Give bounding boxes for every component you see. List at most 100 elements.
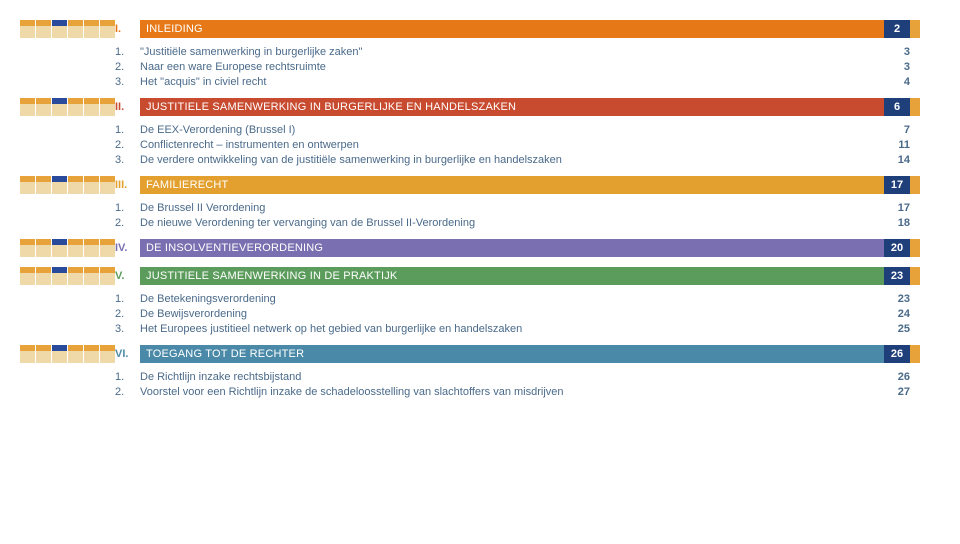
decorative-icon <box>68 345 83 363</box>
section-icon-strip <box>20 267 115 285</box>
toc-item: 2.De Bewijsverordening24 <box>20 308 920 320</box>
item-page: 26 <box>870 371 920 383</box>
decorative-icon <box>20 176 35 194</box>
item-text: Het "acquis" in civiel recht <box>140 76 870 88</box>
table-of-contents: I.INLEIDING2 1."Justitiële samenwerking i… <box>20 20 920 398</box>
decorative-icon <box>20 345 35 363</box>
item-page: 11 <box>870 139 920 151</box>
section-header: IV.DE INSOLVENTIEVERORDENING20 <box>20 239 920 257</box>
item-page: 4 <box>870 76 920 88</box>
item-page: 7 <box>870 124 920 136</box>
section-icon-strip <box>20 98 115 116</box>
section-page: 20 <box>884 239 910 257</box>
section-title-bar: INLEIDING2 <box>140 20 920 38</box>
decorative-icon <box>52 176 67 194</box>
section-roman: IV. <box>115 242 140 254</box>
section-header: I.INLEIDING2 <box>20 20 920 38</box>
section-page: 6 <box>884 98 910 116</box>
section-title-bar: TOEGANG TOT DE RECHTER26 <box>140 345 920 363</box>
item-text: De verdere ontwikkeling van de justitiël… <box>140 154 870 166</box>
decorative-icon <box>84 267 99 285</box>
item-page: 3 <box>870 46 920 58</box>
section-roman: V. <box>115 270 140 282</box>
decorative-icon <box>100 20 115 38</box>
section-page: 26 <box>884 345 910 363</box>
section-roman: I. <box>115 23 140 35</box>
section-header: V.JUSTITIELE SAMENWERKING IN DE PRAKTIJK… <box>20 267 920 285</box>
section-title: JUSTITIELE SAMENWERKING IN BURGERLIJKE E… <box>140 98 884 116</box>
section-items: 1.De Brussel II Verordening172.De nieuwe… <box>20 202 920 229</box>
item-number: 2. <box>115 386 140 398</box>
toc-item: 1.De Betekeningsverordening23 <box>20 293 920 305</box>
section-title: JUSTITIELE SAMENWERKING IN DE PRAKTIJK <box>140 267 884 285</box>
decorative-icon <box>100 345 115 363</box>
decorative-icon <box>36 98 51 116</box>
item-text: Conflictenrecht – instrumenten en ontwer… <box>140 139 870 151</box>
item-number: 1. <box>115 293 140 305</box>
toc-item: 3.De verdere ontwikkeling van de justiti… <box>20 154 920 166</box>
toc-item: 3.Het "acquis" in civiel recht4 <box>20 76 920 88</box>
decorative-icon <box>68 239 83 257</box>
decorative-icon <box>20 98 35 116</box>
decorative-icon <box>52 98 67 116</box>
decorative-icon <box>68 98 83 116</box>
decorative-icon <box>68 267 83 285</box>
item-number: 2. <box>115 61 140 73</box>
section-end-cap <box>910 98 920 116</box>
item-page: 17 <box>870 202 920 214</box>
item-number: 3. <box>115 323 140 335</box>
section-title: DE INSOLVENTIEVERORDENING <box>140 239 884 257</box>
section-title-bar: DE INSOLVENTIEVERORDENING20 <box>140 239 920 257</box>
section-title-bar: JUSTITIELE SAMENWERKING IN DE PRAKTIJK23 <box>140 267 920 285</box>
item-text: De nieuwe Verordening ter vervanging van… <box>140 217 870 229</box>
toc-item: 2.Voorstel voor een Richtlijn inzake de … <box>20 386 920 398</box>
item-text: De Betekeningsverordening <box>140 293 870 305</box>
item-number: 3. <box>115 76 140 88</box>
toc-item: 1."Justitiële samenwerking in burgerlijk… <box>20 46 920 58</box>
item-text: De EEX-Verordening (Brussel I) <box>140 124 870 136</box>
item-page: 24 <box>870 308 920 320</box>
decorative-icon <box>52 345 67 363</box>
toc-item: 2.De nieuwe Verordening ter vervanging v… <box>20 217 920 229</box>
section-page: 23 <box>884 267 910 285</box>
section-icon-strip <box>20 239 115 257</box>
decorative-icon <box>36 345 51 363</box>
section-page: 17 <box>884 176 910 194</box>
decorative-icon <box>84 176 99 194</box>
section-title: FAMILIERECHT <box>140 176 884 194</box>
toc-item: 2.Naar een ware Europese rechtsruimte3 <box>20 61 920 73</box>
decorative-icon <box>68 176 83 194</box>
decorative-icon <box>36 20 51 38</box>
item-page: 18 <box>870 217 920 229</box>
section-title-bar: JUSTITIELE SAMENWERKING IN BURGERLIJKE E… <box>140 98 920 116</box>
section-end-cap <box>910 345 920 363</box>
section-title-bar: FAMILIERECHT17 <box>140 176 920 194</box>
decorative-icon <box>100 176 115 194</box>
decorative-icon <box>52 239 67 257</box>
section-header: VI.TOEGANG TOT DE RECHTER26 <box>20 345 920 363</box>
section-items: 1.De Betekeningsverordening23 2.De Bewijs… <box>20 293 920 335</box>
item-text: De Richtlijn inzake rechtsbijstand <box>140 371 870 383</box>
decorative-icon <box>20 239 35 257</box>
toc-item: 3.Het Europees justitieel netwerk op het… <box>20 323 920 335</box>
item-page: 25 <box>870 323 920 335</box>
decorative-icon <box>52 267 67 285</box>
decorative-icon <box>84 345 99 363</box>
decorative-icon <box>84 20 99 38</box>
item-text: Naar een ware Europese rechtsruimte <box>140 61 870 73</box>
decorative-icon <box>20 20 35 38</box>
item-number: 1. <box>115 46 140 58</box>
section-title: TOEGANG TOT DE RECHTER <box>140 345 884 363</box>
item-number: 1. <box>115 124 140 136</box>
item-page: 23 <box>870 293 920 305</box>
item-number: 2. <box>115 217 140 229</box>
decorative-icon <box>36 176 51 194</box>
decorative-icon <box>100 239 115 257</box>
item-number: 2. <box>115 139 140 151</box>
toc-item: 2.Conflictenrecht – instrumenten en ontw… <box>20 139 920 151</box>
decorative-icon <box>100 267 115 285</box>
decorative-icon <box>100 98 115 116</box>
decorative-icon <box>52 20 67 38</box>
item-text: De Brussel II Verordening <box>140 202 870 214</box>
section-icon-strip <box>20 345 115 363</box>
